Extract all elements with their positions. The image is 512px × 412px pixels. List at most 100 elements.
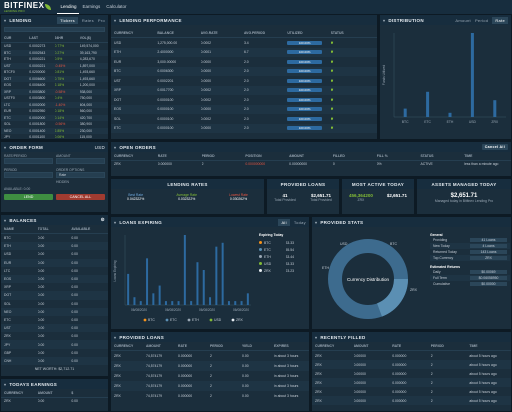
chevron-down-icon[interactable]: ▾ xyxy=(315,334,318,340)
period-input[interactable] xyxy=(4,172,53,178)
table-row[interactable]: ZRX 0.00000 0.000000 2 about 5 hours ago xyxy=(312,387,511,396)
table-row[interactable]: ZRX 0.00 0.00 xyxy=(1,332,108,340)
table-row[interactable]: EUR 0.00 0.00 xyxy=(1,258,108,267)
tab-tickers[interactable]: Tickers xyxy=(57,16,78,24)
chevron-down-icon[interactable]: ▾ xyxy=(114,334,117,340)
table-row[interactable]: JPY 0.0001100 0.06% 115,000 xyxy=(1,134,108,141)
table-row[interactable]: SOL 0.0000100 0.0002 2.0 100.00% ⛊ xyxy=(111,114,377,124)
table-row[interactable]: ZRX 74,574179 0.000000 2 0.00 in about 3 hour… xyxy=(111,371,309,381)
table-row[interactable]: ETC 0.00 0.00 xyxy=(1,316,108,324)
chevron-down-icon[interactable]: ▾ xyxy=(383,17,386,23)
tab-earnings[interactable]: Earnings xyxy=(82,4,101,9)
table-row[interactable]: DOT 0.0006600 0.75% 1,493,660 xyxy=(1,75,108,82)
table-row[interactable]: EOS 0.00 0.00 xyxy=(1,274,108,284)
table-row[interactable]: ETH 2.4000000 0.0001 6.7 100.00% ⛊ xyxy=(111,47,377,57)
col-header[interactable]: AMOUNT xyxy=(146,344,161,348)
table-row[interactable]: USD 1,275,000.00 0.0002 3.4 100.00% ⛊ xyxy=(111,38,377,48)
chevron-down-icon[interactable]: ▾ xyxy=(315,219,318,225)
table-row[interactable]: BTC 0.0006300 0.0000 2.0 100.00% ⛊ xyxy=(111,66,377,76)
table-row[interactable]: ZRX 0.000000 2 0.000000000 0.00000000 0 0% ACTI… xyxy=(111,161,511,168)
table-row[interactable]: UST 0.0000221 -0.45% 1,897,000 xyxy=(1,62,108,69)
table-row[interactable]: SOL 0.00 0.00 xyxy=(1,300,108,308)
col-header[interactable]: AVG.PERIOD xyxy=(243,31,266,35)
table-row[interactable]: ZRX 0.00000 0.000000 2 about 5 hours ago xyxy=(312,360,511,369)
shield-icon[interactable]: ⛊ xyxy=(330,97,334,102)
col-header[interactable]: NAME xyxy=(4,227,14,231)
cancel-all-orders-button[interactable]: Cancel All xyxy=(481,144,508,150)
col-header[interactable]: STATUS xyxy=(420,154,434,158)
col-header[interactable]: CURRENCY xyxy=(315,344,335,348)
table-row[interactable]: ETH 0.00 0.00 xyxy=(1,242,108,251)
shield-icon[interactable]: ⛊ xyxy=(330,107,334,112)
table-row[interactable]: BTC 0.00 0.00 xyxy=(1,234,108,242)
table-row[interactable]: EOS 0.0000100 0.0000 2.0 100.00% ⛊ xyxy=(111,104,377,114)
tab-lending[interactable]: Lending xyxy=(57,0,80,14)
table-row[interactable]: EUR 0.0002950 0.18% 560,000 xyxy=(1,108,108,115)
table-row[interactable]: ZRX 74,574179 0.000000 2 0.00 in about 3 hour… xyxy=(111,361,309,371)
shield-icon[interactable]: ⛊ xyxy=(330,50,334,55)
col-header[interactable]: RATE xyxy=(178,344,187,348)
table-row[interactable]: DOT 0.0000100 0.0002 2.0 100.00% ⛊ xyxy=(111,95,377,105)
table-row[interactable]: LTC 0.0002000 -1.40% 604,000 xyxy=(1,101,108,108)
table-row[interactable]: ZRX 74,574179 0.000000 2 0.00 in about 3 hour… xyxy=(111,391,309,401)
col-header[interactable]: TOTAL xyxy=(37,227,49,231)
shield-icon[interactable]: ⛊ xyxy=(330,116,334,121)
chevron-down-icon[interactable]: ▾ xyxy=(114,17,117,23)
col-header[interactable]: RATE xyxy=(157,154,167,158)
table-row[interactable]: ETH 0.0000221 0.5% 4,283,670 xyxy=(1,56,108,63)
chevron-down-icon[interactable]: ▾ xyxy=(4,217,7,223)
col-header[interactable]: CUR xyxy=(4,36,12,40)
table-row[interactable]: ZRX 0.00000 0.000000 2 about 5 hours ago xyxy=(312,351,511,360)
shield-icon[interactable]: ⛊ xyxy=(330,88,334,93)
shield-icon[interactable]: ⛊ xyxy=(330,126,334,131)
col-header[interactable]: YIELD xyxy=(242,344,252,348)
table-row[interactable]: USTF0 0.0003800 0.4% 750,000 xyxy=(1,95,108,102)
col-header[interactable]: PERIOD xyxy=(201,154,215,158)
table-row[interactable]: ZRX 0.00000 0.000000 2 about 5 hours ago xyxy=(312,369,511,378)
shield-icon[interactable]: ⛊ xyxy=(330,40,334,45)
amount-input[interactable] xyxy=(56,158,105,164)
col-header[interactable]: LAST xyxy=(29,36,39,40)
tab-pro[interactable]: Pro xyxy=(97,17,105,23)
table-row[interactable]: ZRX 74,574179 0.000000 2 0.00 in about 3 hour… xyxy=(111,351,309,361)
shield-icon[interactable]: ⛊ xyxy=(330,69,334,74)
table-row[interactable]: NEO 0.0001400 2.85% 230,000 xyxy=(1,127,108,134)
settings-icon[interactable]: ⚙ xyxy=(100,217,105,222)
tab-all[interactable]: All xyxy=(278,218,290,226)
table-row[interactable]: CNH 0.00 0.00 xyxy=(1,356,108,365)
table-row[interactable]: ZRX 0.00000 0.000000 2 about 5 hours ago xyxy=(312,396,511,405)
shield-icon[interactable]: ⛊ xyxy=(330,59,334,64)
col-header[interactable]: BALANCE xyxy=(157,31,174,35)
tab-rate[interactable]: Rate xyxy=(492,16,508,24)
table-row[interactable]: ETC 0.0002000 0.14% 420,700 xyxy=(1,114,108,121)
col-header[interactable]: CURRENCY xyxy=(4,391,24,395)
col-header[interactable]: FILL % xyxy=(376,154,388,158)
table-row[interactable]: ZRX 0.00000 0.000000 2 about 5 hours ago xyxy=(312,378,511,387)
shield-icon[interactable]: ⛊ xyxy=(330,78,334,83)
search-input[interactable] xyxy=(4,27,105,32)
col-header[interactable]: RATE xyxy=(392,344,402,348)
col-header[interactable]: 24HR xyxy=(54,36,64,40)
table-row[interactable]: XRP 0.00 0.00 xyxy=(1,283,108,291)
table-row[interactable]: EOS 0.0006400 2.18% 1,200,000 xyxy=(1,82,108,89)
col-header[interactable]: CURRENCY xyxy=(114,31,134,35)
chevron-down-icon[interactable]: ▾ xyxy=(114,219,117,225)
currency-select[interactable]: USD xyxy=(94,144,105,150)
table-row[interactable]: NEO 0.00 0.00 xyxy=(1,307,108,316)
tab-rates[interactable]: Rates xyxy=(81,17,94,23)
rate-input[interactable] xyxy=(4,158,53,164)
col-header[interactable]: AMOUNT xyxy=(289,154,305,158)
chevron-down-icon[interactable]: ▾ xyxy=(114,144,117,150)
col-header[interactable]: EXPIRES xyxy=(274,344,289,348)
col-header[interactable]: TIME xyxy=(464,154,473,158)
col-header[interactable]: CURRENCY xyxy=(114,154,134,158)
chevron-down-icon[interactable]: ▾ xyxy=(4,381,7,387)
cancel-all-button[interactable]: CANCEL ALL xyxy=(56,194,105,200)
tab-calculator[interactable]: Calculator xyxy=(106,4,127,9)
table-row[interactable]: XRP 0.0003800 -0.58% 938,000 xyxy=(1,88,108,95)
col-header[interactable]: VOL($) xyxy=(79,36,91,40)
table-row[interactable]: UST 0.0002201 0.0000 2.0 100.00% ⛊ xyxy=(111,76,377,86)
table-row[interactable]: DOT 0.00 0.00 xyxy=(1,291,108,300)
table-row[interactable]: UST 0.00 0.00 xyxy=(1,324,108,333)
table-row[interactable]: LTC 0.00 0.00 xyxy=(1,267,108,275)
